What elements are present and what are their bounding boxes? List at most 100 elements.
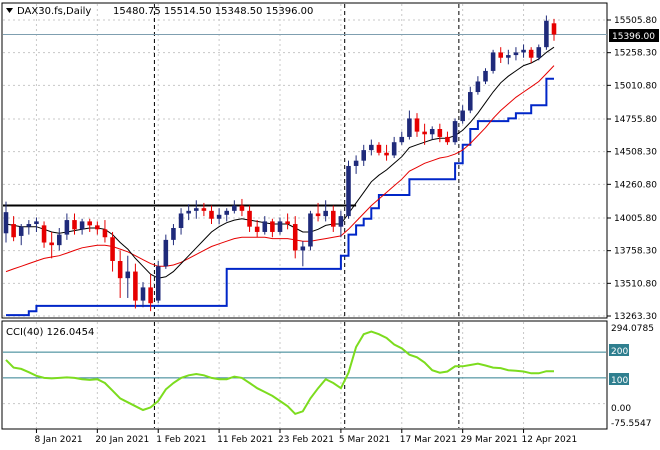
candle-body-up [536,47,542,58]
candle-body-down [551,23,557,35]
candle-body-up [490,52,496,71]
price-tick-label: 14508.30 [614,148,657,158]
candle-body-up [452,121,458,143]
candle-body-up [429,129,435,135]
current-price-tag [609,29,659,42]
candle-body-up [506,55,511,58]
date-axis: 8 Jan 2021 20 Jan 2021 1 Feb 2021 11 Feb 20… [34,429,577,445]
cci-line [5,330,554,416]
candle-body-down [110,237,115,261]
price-tick-label: 14755.80 [614,115,657,125]
candle-body-up [232,205,237,211]
cci-max-label: 294.0785 [611,324,654,334]
cci-min-label: -75.5547 [611,419,651,429]
candle-body-up [178,213,184,228]
candle-body-up [3,212,9,234]
price-tick-label: 13758.30 [614,247,657,257]
candle-body-down [528,49,534,58]
candle-body-up [353,160,359,166]
candle-body-up [460,110,465,122]
date-tick-label: 8 Jan 2021 [34,435,82,445]
date-tick-label: 20 Jan 2021 [95,435,149,445]
candle-body-down [95,225,100,230]
candle-body-up [323,210,328,217]
candle-body-up [79,221,85,230]
cci-label: CCI(40) 126.0454 [6,327,94,338]
cci-panel-frame [1,320,608,430]
candle-body-up [186,210,191,214]
price-tick-label: 15010.80 [614,81,657,91]
candle-body-up [193,208,199,211]
candle-body-up [18,226,24,236]
candle-body-up [224,210,230,215]
candle-body-up [361,150,367,161]
ohlc-label: 15480.75 15514.50 15348.50 15396.00 [113,6,313,17]
date-tick-label: 29 Mar 2021 [461,435,518,445]
candle-body-up [369,144,374,151]
candle-body-down [72,220,77,230]
candle-body-down [270,221,275,232]
candle-body-up [391,142,397,156]
candles [3,15,557,312]
candle-body-up [34,221,39,225]
candle-body-up [216,214,222,219]
candle-body-up [64,220,70,235]
cci-level-100-tag [609,373,629,385]
dropdown-triangle-icon[interactable] [6,8,13,13]
symbol-label: DAX30.fs,Daily [17,6,91,17]
candle-body-down [292,224,298,251]
slow-ma-line [5,65,555,273]
date-tick-label: 1 Feb 2021 [156,435,206,445]
candle-body-down [498,52,504,58]
grid-lines [3,4,606,428]
candle-body-down [49,242,54,246]
candle-body-up [399,136,405,143]
candle-body-up [56,234,62,246]
candle-body-down [445,136,450,143]
candle-body-up [277,221,283,232]
cci-level-0-label: 0.00 [611,404,631,414]
candle-body-down [201,208,207,211]
price-tick-label: 15258.30 [614,49,657,59]
date-tick-label: 23 Feb 2021 [278,435,334,445]
candle-body-down [102,229,108,238]
candle-body-up [346,165,351,217]
candle-body-down [133,271,138,301]
date-tick-label: 5 Mar 2021 [339,435,390,445]
candle-body-up [483,70,488,82]
candle-body-up [262,221,268,232]
candle-body-up [300,246,306,251]
price-tick-label: 14005.80 [614,214,657,224]
trailing-stop-line [6,77,554,317]
candle-body-up [308,213,313,247]
price-axis: 15505.80 15258.30 15010.80 14755.80 14508.30… [607,16,657,322]
price-tick-label: 13510.80 [614,279,657,289]
candle-body-down [384,152,389,156]
candle-body-up [171,227,176,240]
candle-body-up [338,216,344,227]
candle-body-up [467,92,473,111]
candle-body-up [155,266,161,301]
candle-body-down [437,129,443,137]
date-tick-label: 12 Apr 2021 [522,435,578,445]
date-tick-label: 17 Mar 2021 [400,435,457,445]
candle-body-up [125,271,131,279]
cci-level-200-label: 200 [611,347,628,357]
candle-body-down [422,131,427,135]
candle-body-down [254,226,260,232]
cci-series [3,330,606,416]
candle-body-up [140,287,146,301]
candle-body-down [330,210,336,227]
candle-body-down [41,225,47,243]
date-tick-label: 11 Feb 2021 [217,435,273,445]
candle-body-up [513,52,519,56]
candle-body-up [407,118,412,137]
candle-body-down [315,213,321,217]
candle-body-down [148,287,153,304]
candle-body-up [544,20,549,48]
candle-body-down [117,260,123,279]
candle-body-up [521,49,526,53]
candle-body-down [11,224,16,238]
candle-body-down [414,118,420,132]
